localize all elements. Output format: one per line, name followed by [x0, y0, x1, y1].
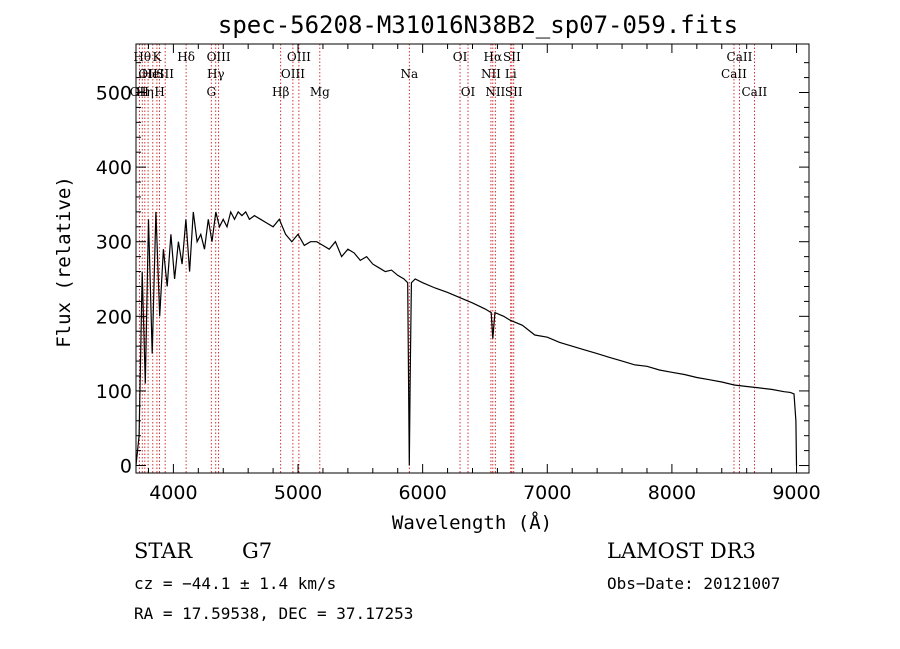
x-tick-label: 7000	[523, 482, 571, 504]
spectral-line-labels: OIIHθHηOIIHeIKHSIIHδGHγOIIIHβOIIIOIIIMgN…	[130, 50, 768, 99]
y-axis-label: Flux (relative)	[53, 176, 75, 348]
survey-name: LAMOST DR3	[607, 539, 756, 563]
spectral-line-label: OI	[461, 85, 476, 99]
x-axis-label: Wavelength (Å)	[392, 511, 552, 534]
spectrum-series-line	[135, 210, 798, 466]
spectral-line-label: CaII	[721, 67, 747, 81]
spectral-line-label: OII	[138, 67, 158, 81]
spectral-line-label: OI	[453, 50, 468, 64]
y-tick-label: 300	[96, 232, 132, 254]
y-tick-label: 0	[120, 456, 132, 478]
spectral-line-label: CaII	[741, 85, 767, 99]
x-tick-label: 9000	[772, 482, 820, 504]
spectral-line-label: Mg	[310, 85, 330, 99]
y-tick-label: 400	[96, 157, 132, 179]
spectral-line-label: Li	[505, 67, 517, 81]
x-axis: 4000 5000 6000 7000 8000 9000	[147, 44, 821, 504]
y-axis: 0 100 200 300 400 500	[96, 62, 809, 478]
spectral-line-label: Hδ	[177, 50, 195, 64]
chart-title: spec-56208-M31016N38B2_sp07-059.fits	[218, 11, 738, 39]
observation-date: Obs−Date: 20121007	[607, 574, 780, 593]
y-tick-label: 200	[96, 306, 132, 328]
spectral-line-label: NII	[485, 85, 505, 99]
spectral-lines-layer	[138, 44, 755, 473]
coordinates: RA = 17.59538, DEC = 37.17253	[134, 604, 413, 623]
spectral-line-label: Na	[400, 67, 418, 81]
x-tick-label: 4000	[149, 482, 197, 504]
spectral-line-label: Hα	[484, 50, 503, 64]
x-tick-label: 8000	[648, 482, 696, 504]
spectral-line-label: SII	[505, 85, 523, 99]
spectral-line-label: H	[154, 85, 164, 99]
spectral-line-label: K	[152, 50, 162, 64]
x-tick-label: 6000	[398, 482, 446, 504]
spectral-line-label: CaII	[727, 50, 753, 64]
spectral-line-label: SII	[503, 50, 521, 64]
y-tick-label: 100	[96, 381, 132, 403]
spectral-line-label: OIII	[287, 50, 311, 64]
spectral-line-label: HeI	[142, 67, 165, 81]
spectral-line-label: OIII	[207, 50, 231, 64]
spectral-line-label: Hθ	[133, 50, 151, 64]
object-subclass: G7	[242, 539, 272, 563]
spectral-line-label: Hγ	[207, 67, 225, 81]
y-tick-label: 500	[96, 82, 132, 104]
spectral-line-label: NII	[481, 67, 501, 81]
object-class: STAR	[134, 539, 193, 563]
plot-frame	[135, 43, 810, 474]
spectral-line-label: Hβ	[272, 85, 289, 99]
redshift-cz: cz = −44.1 ± 1.4 km/s	[134, 574, 336, 593]
spectral-line-label: OIII	[281, 67, 305, 81]
spectral-line-label: SII	[156, 67, 174, 81]
spectral-line-label: G	[206, 85, 216, 99]
x-tick-label: 5000	[274, 482, 322, 504]
